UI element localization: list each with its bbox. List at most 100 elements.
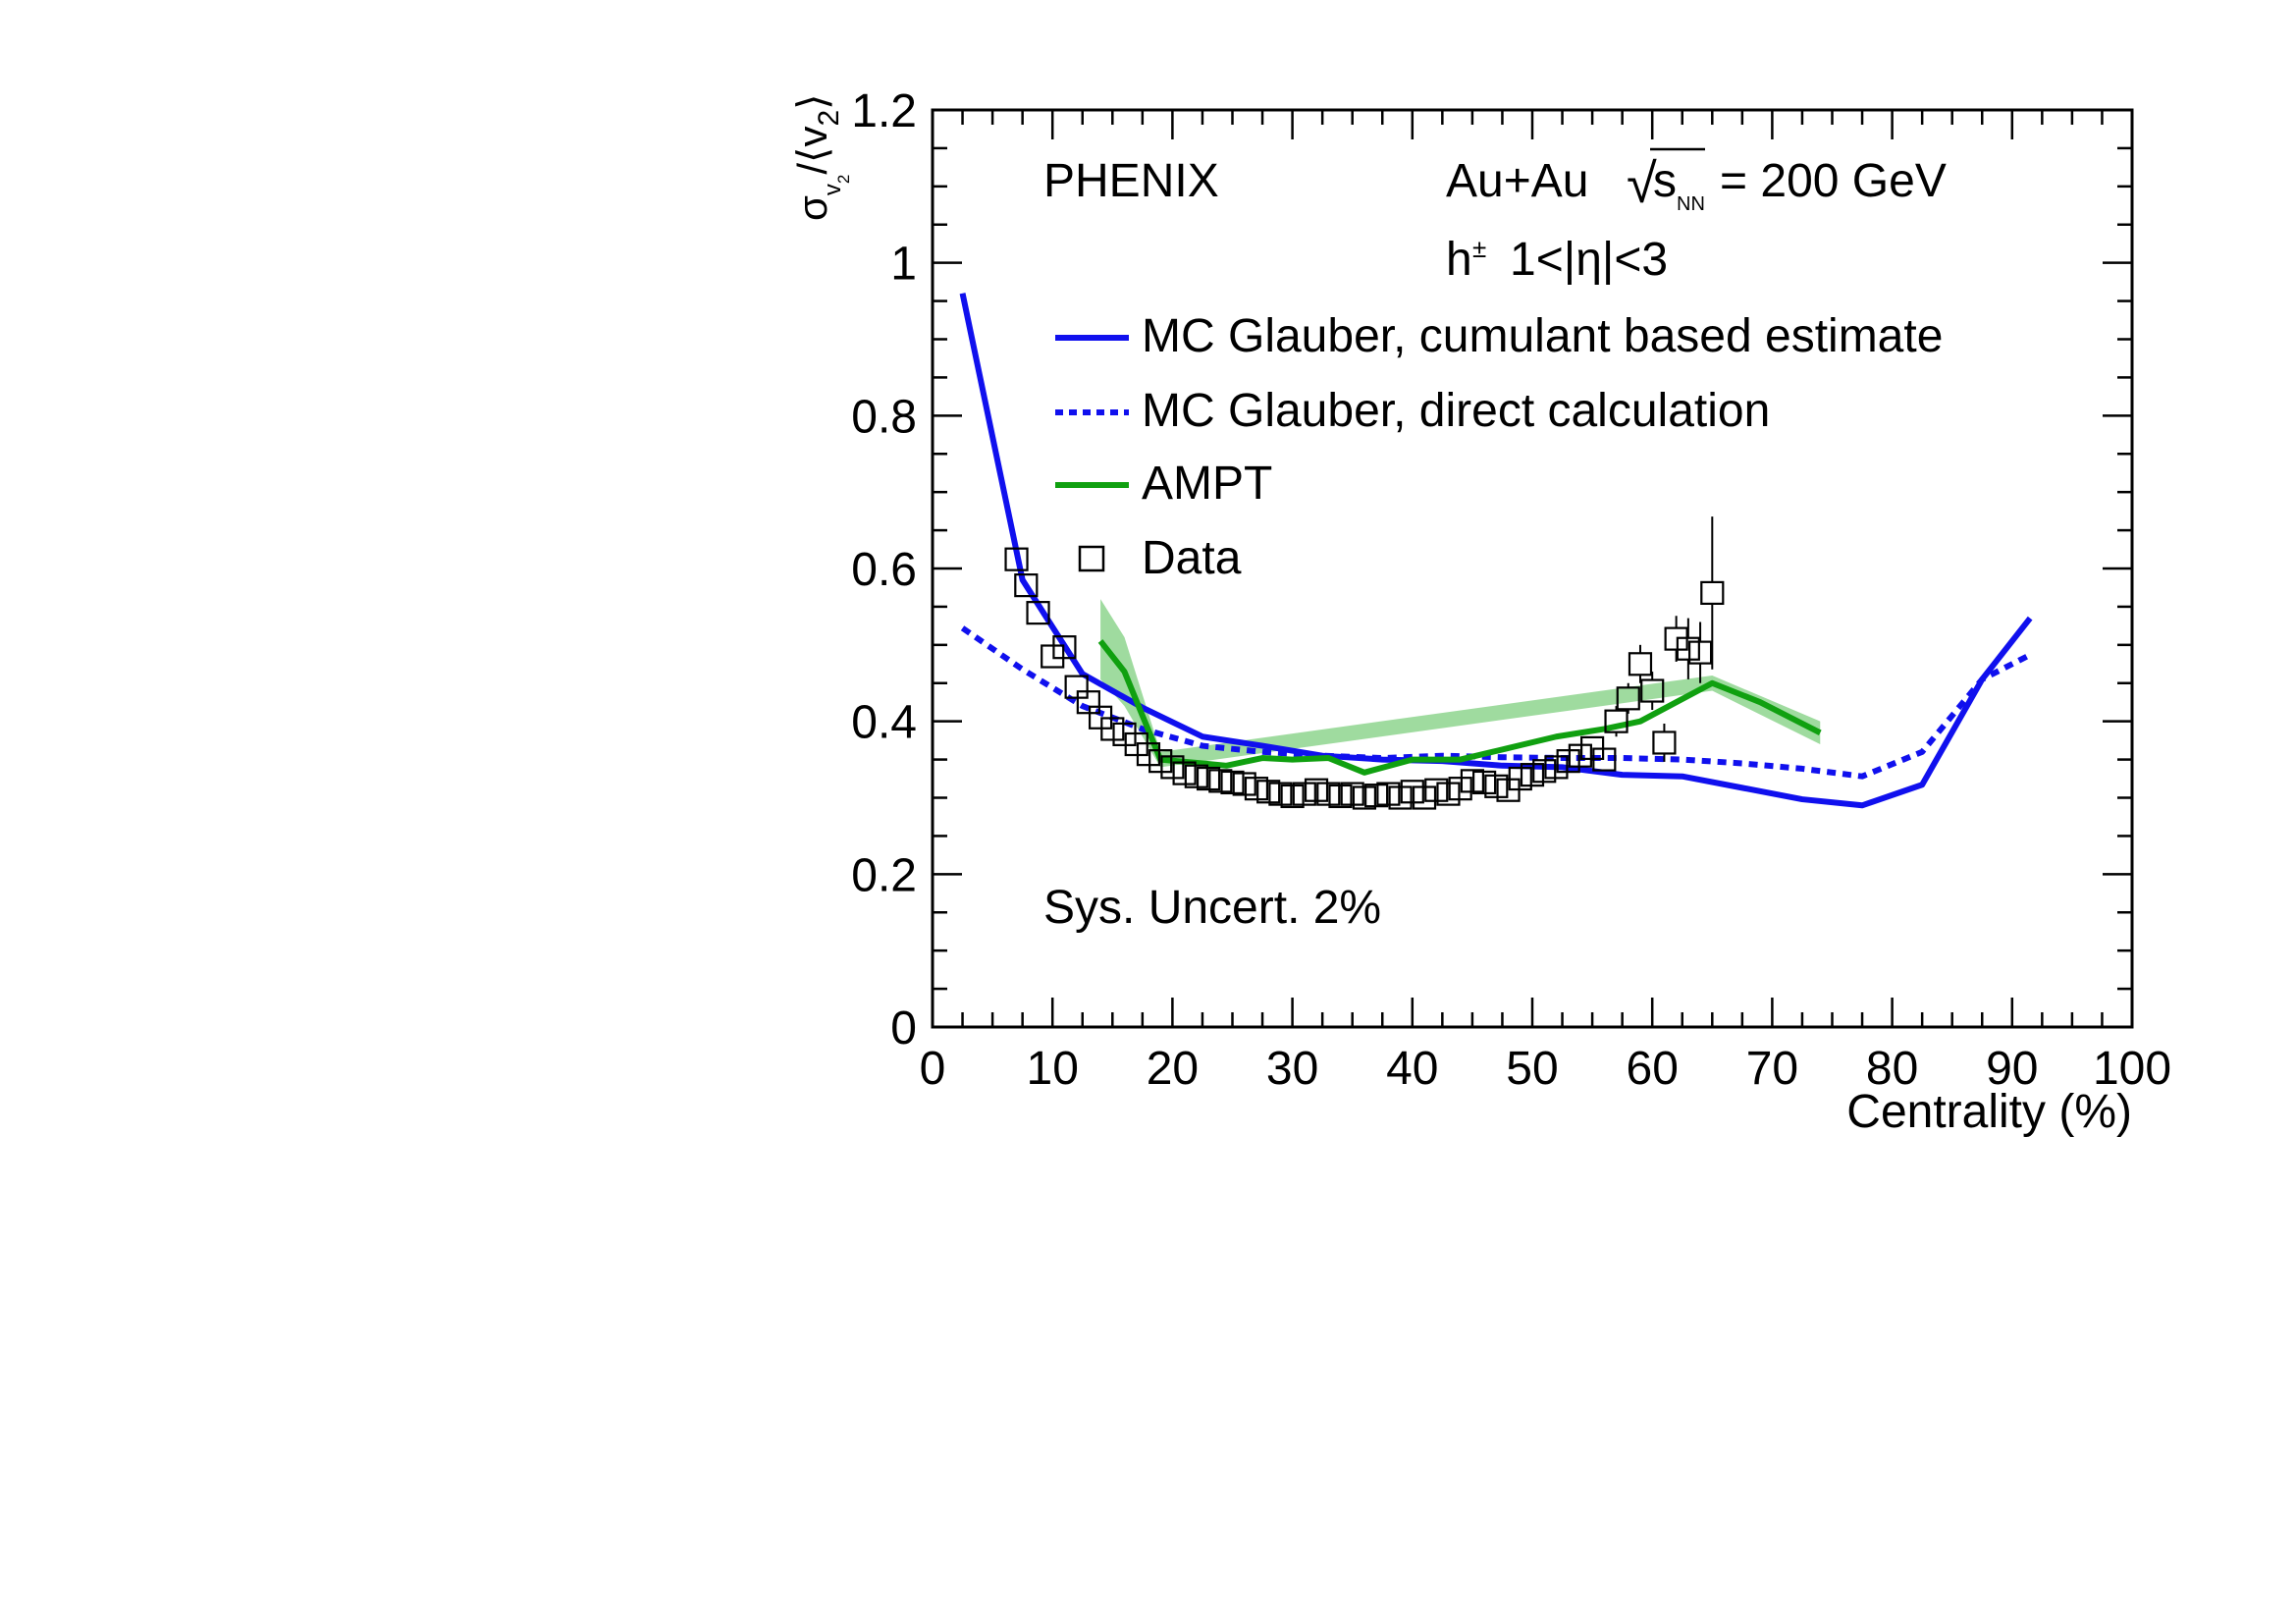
data-point <box>1520 763 1545 787</box>
data-point <box>1184 764 1208 788</box>
x-tick-label: 70 <box>1746 1043 1798 1095</box>
data-point <box>1004 547 1029 571</box>
data-point <box>1256 780 1281 804</box>
data-point <box>1484 774 1509 798</box>
s-text: s <box>1653 155 1677 207</box>
data-point <box>1316 782 1341 806</box>
ampt-line <box>1097 639 1822 776</box>
data-point <box>1592 747 1617 772</box>
data-point <box>1412 785 1437 810</box>
axis-ticks <box>931 108 2134 1029</box>
legend-item-mc-glauber-direct: MC Glauber, direct calculation <box>1055 385 1770 437</box>
y-axis-label: σv2/⟨v2⟩ <box>789 93 853 221</box>
data-point <box>1148 749 1173 774</box>
x-tick-label: 30 <box>1266 1043 1318 1095</box>
data-point <box>1472 770 1497 795</box>
y-tick-label: 0 <box>890 1002 917 1055</box>
data-point <box>1026 601 1050 625</box>
legend-item-mc-glauber-cumulant: MC Glauber, cumulant based estimate <box>1055 310 1943 362</box>
data-point <box>1232 772 1256 796</box>
y-tick-label: 0.6 <box>851 544 917 596</box>
x-tick-labels: 0 10 20 30 40 50 60 70 80 90 100 <box>920 1043 2171 1095</box>
data-point <box>1364 784 1389 808</box>
particle-label: h ± 1<|η|<3 <box>1446 234 1668 286</box>
data-point <box>1532 759 1557 784</box>
data-point <box>1400 780 1424 804</box>
legend-label: MC Glauber, cumulant based estimate <box>1142 310 1943 362</box>
data-point <box>1388 785 1413 810</box>
nn-subscript: NN <box>1677 193 1705 215</box>
series-layer <box>959 293 2033 809</box>
data-point <box>1014 573 1039 598</box>
data-point <box>1568 743 1592 768</box>
sys-uncertainty-label: Sys. Uncert. 2% <box>1043 882 1381 934</box>
mc-glauber-direct-line <box>960 625 2032 780</box>
system-text: Au+Au <box>1446 155 1588 207</box>
data-point <box>1556 749 1580 774</box>
x-axis-label: Centrality (%) <box>1846 1086 2132 1138</box>
data-point <box>1352 785 1377 810</box>
data-point <box>1064 675 1089 699</box>
x-tick-label: 50 <box>1506 1043 1558 1095</box>
data-point <box>1292 782 1316 806</box>
y-tick-label: 0.4 <box>851 697 917 749</box>
data-point <box>1604 709 1629 733</box>
y-label-sigma: σ <box>789 195 835 221</box>
collision-label: Au+Au √ s NN = 200 GeV <box>1446 147 1947 215</box>
y-label-close: ⟩ <box>789 93 835 109</box>
data-point <box>1076 690 1100 715</box>
y-label-sub-2: 2 <box>834 175 853 184</box>
data-point <box>1052 635 1077 660</box>
x-tick-label: 10 <box>1027 1043 1079 1095</box>
legend-label: Data <box>1142 532 1242 584</box>
data-point <box>1436 782 1461 806</box>
legend-item-ampt: AMPT <box>1055 458 1272 510</box>
x-tick-label: 80 <box>1866 1043 1918 1095</box>
data-point <box>1220 770 1245 795</box>
legend-label: MC Glauber, direct calculation <box>1142 385 1770 437</box>
x-tick-label: 40 <box>1386 1043 1438 1095</box>
ampt-uncertainty-band <box>1100 599 1821 768</box>
x-tick-label: 100 <box>2093 1043 2171 1095</box>
data-point <box>1041 644 1065 669</box>
data-point <box>1136 742 1161 767</box>
x-tick-label: 20 <box>1147 1043 1199 1095</box>
data-point <box>1328 784 1353 809</box>
data-point <box>1196 766 1221 791</box>
y-tick-labels: 0 0.2 0.4 0.6 0.8 1 1.2 <box>851 85 917 1055</box>
legend-label: AMPT <box>1142 458 1272 510</box>
legend-swatch-open-square <box>1078 545 1105 572</box>
data-point <box>1208 769 1233 793</box>
data-point <box>1676 636 1700 661</box>
data-point <box>1160 755 1185 780</box>
data-point <box>1424 778 1449 802</box>
y-tick-label: 0.8 <box>851 391 917 443</box>
data-point <box>1268 782 1293 806</box>
legend-item-data: Data <box>1078 532 1242 584</box>
x-tick-label: 60 <box>1627 1043 1679 1095</box>
data-point <box>1340 782 1364 806</box>
data-point <box>1508 766 1532 791</box>
y-tick-label: 0.2 <box>851 849 917 901</box>
data-points-layer <box>1004 516 1725 810</box>
y-tick-label: 1.2 <box>851 85 917 137</box>
data-point <box>1244 777 1269 801</box>
x-tick-label: 0 <box>920 1043 946 1095</box>
legend: MC Glauber, cumulant based estimate MC G… <box>1055 310 1943 584</box>
energy-text: = 200 GeV <box>1720 155 1947 207</box>
data-point <box>1687 640 1713 665</box>
charge-superscript: ± <box>1472 234 1486 263</box>
y-label-sub-2b: 2 <box>813 110 845 127</box>
data-point <box>1280 784 1305 809</box>
mc-glauber-cumulant-line <box>959 293 2033 809</box>
data-point <box>1448 777 1472 801</box>
y-label-sub-v: v <box>820 184 846 195</box>
data-point <box>1304 778 1329 802</box>
data-point <box>1544 755 1569 780</box>
hadron-text: h <box>1446 234 1472 286</box>
data-point <box>1652 730 1677 755</box>
data-point <box>1376 782 1401 806</box>
sqrt-sign: √ <box>1627 152 1657 214</box>
ampt-band-layer <box>1100 599 1821 768</box>
